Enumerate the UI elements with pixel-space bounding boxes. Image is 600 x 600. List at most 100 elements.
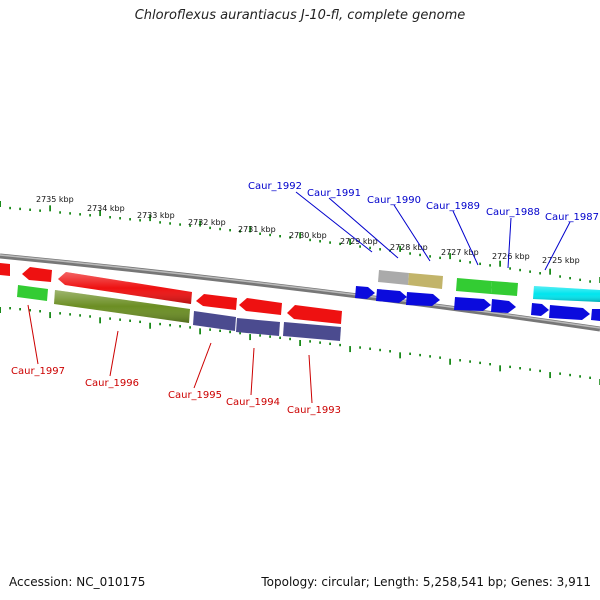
minor-tick <box>529 368 531 371</box>
leader-line <box>193 342 212 389</box>
gene-label-caur-1989[interactable]: Caur_1989 <box>426 201 480 212</box>
minor-tick <box>9 307 11 310</box>
gene-arrow[interactable] <box>408 273 443 289</box>
gene-arrow[interactable] <box>196 294 237 310</box>
minor-tick <box>359 346 361 349</box>
lower-tick-ruler <box>0 307 600 385</box>
minor-tick <box>379 348 381 352</box>
gene-label-caur-1992[interactable]: Caur_1992 <box>248 181 302 192</box>
gene-arrow[interactable] <box>22 267 52 282</box>
minor-tick <box>589 280 591 283</box>
accession-text: Accession: NC_010175 <box>9 575 146 589</box>
major-tick <box>49 205 51 212</box>
minor-tick <box>429 255 431 258</box>
kbp-label: 2735 kbp <box>36 195 74 204</box>
gene-arrow[interactable] <box>236 318 280 336</box>
gene-arrow[interactable] <box>193 311 236 331</box>
leader-line <box>308 354 313 404</box>
minor-tick <box>309 340 311 343</box>
minor-tick <box>139 320 141 324</box>
leader-line <box>452 210 479 266</box>
minus-leader-lines <box>27 304 313 404</box>
minor-tick <box>79 314 81 317</box>
minor-tick <box>69 212 71 215</box>
minor-tick <box>179 325 181 328</box>
kbp-label: 2730 kbp <box>289 231 327 240</box>
leader-line <box>295 191 373 253</box>
major-tick <box>0 201 1 207</box>
gene-arrow[interactable] <box>355 286 375 299</box>
minor-tick <box>389 350 391 353</box>
major-tick <box>299 340 301 346</box>
minor-tick <box>39 310 41 313</box>
minor-tick <box>69 313 71 316</box>
minor-tick <box>19 308 21 311</box>
minus-strand-genes <box>0 263 342 324</box>
gene-arrow[interactable] <box>549 305 590 320</box>
minor-tick <box>229 228 231 232</box>
minor-tick <box>19 207 21 211</box>
minor-tick <box>469 360 471 363</box>
minor-tick <box>509 365 511 369</box>
major-tick <box>149 322 151 329</box>
minor-tick <box>589 376 591 380</box>
major-tick <box>99 317 101 324</box>
minor-tick <box>429 355 431 358</box>
minor-tick <box>169 222 171 225</box>
map-title: Chloroflexus aurantiacus J-10-fl, comple… <box>134 8 466 23</box>
gene-arrow[interactable] <box>239 298 282 315</box>
minor-tick <box>289 337 291 341</box>
gene-label-caur-1988[interactable]: Caur_1988 <box>486 207 540 218</box>
gene-label-caur-1994[interactable]: Caur_1994 <box>226 397 280 408</box>
minor-tick <box>189 224 191 227</box>
gene-label-caur-1996[interactable]: Caur_1996 <box>85 378 139 389</box>
minor-tick <box>359 245 361 248</box>
gene-arrow[interactable] <box>491 281 518 296</box>
genome-backbone <box>0 253 600 332</box>
minor-tick <box>279 336 281 340</box>
gene-arrow[interactable] <box>0 263 10 276</box>
gene-arrow[interactable] <box>283 322 341 341</box>
gene-label-caur-1995[interactable]: Caur_1995 <box>168 390 222 401</box>
major-tick <box>149 215 151 222</box>
minor-tick <box>239 230 241 233</box>
gene-shade <box>533 286 600 302</box>
minor-tick <box>269 335 271 338</box>
gene-arrow[interactable] <box>378 270 409 285</box>
minor-tick <box>459 359 461 362</box>
minor-tick <box>89 214 91 217</box>
minor-tick <box>269 233 271 237</box>
major-tick <box>0 307 1 313</box>
major-tick <box>199 220 201 227</box>
kbp-label: 2731 kbp <box>238 225 276 234</box>
minus-gene-labels: Caur_1997 Caur_1996 Caur_1995 Caur_1994 … <box>11 366 341 416</box>
gene-arrow[interactable] <box>376 289 407 303</box>
gene-arrow[interactable] <box>454 297 491 311</box>
minor-tick <box>369 347 371 350</box>
gene-arrow[interactable] <box>456 278 492 294</box>
gene-label-caur-1993[interactable]: Caur_1993 <box>287 405 341 416</box>
kbp-label: 2733 kbp <box>137 211 175 220</box>
gene-label-caur-1990[interactable]: Caur_1990 <box>367 195 421 206</box>
minor-tick <box>119 217 121 220</box>
kbp-label: 2734 kbp <box>87 204 125 213</box>
gene-label-caur-1997[interactable]: Caur_1997 <box>11 366 65 377</box>
minor-tick <box>379 248 381 251</box>
gene-arrow[interactable] <box>591 309 600 321</box>
plus-strand-genes <box>355 270 600 321</box>
gene-label-caur-1987[interactable]: Caur_1987 <box>545 212 599 223</box>
gene-arrow[interactable] <box>17 285 48 301</box>
upper-tick-ruler <box>0 201 600 283</box>
minor-tick <box>159 322 161 326</box>
gene-label-caur-1991[interactable]: Caur_1991 <box>307 188 361 199</box>
major-tick <box>549 268 551 275</box>
gene-arrow[interactable] <box>491 299 516 313</box>
gene-arrow[interactable] <box>531 303 549 316</box>
major-tick <box>499 365 501 372</box>
leader-line <box>109 330 119 377</box>
minor-tick <box>569 276 571 280</box>
gene-arrow[interactable] <box>406 292 440 306</box>
minor-tick <box>559 275 561 278</box>
gene-arrow[interactable] <box>287 305 342 324</box>
leader-line <box>507 217 512 269</box>
